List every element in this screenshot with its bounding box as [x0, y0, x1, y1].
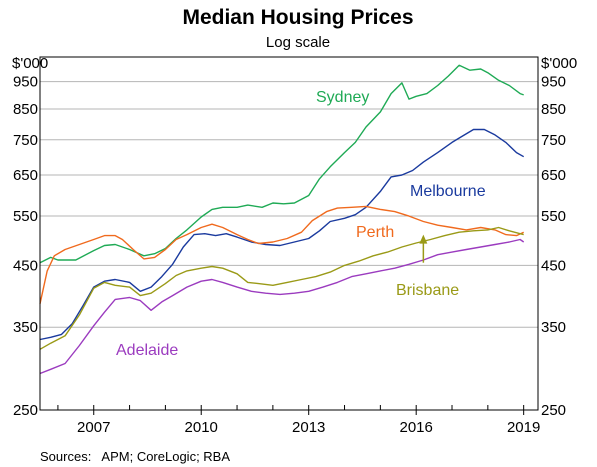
- x-axis: 2007 2010 2013 2016 2019: [57, 405, 540, 436]
- series-sydney-line: [39, 64, 524, 264]
- y-tick-left-350: 350: [13, 319, 38, 336]
- y-axis-left: 950 850 750 650 550 450 350 250: [13, 74, 38, 419]
- y-tick-right-650: 650: [541, 167, 566, 184]
- y-tick-left-750: 750: [13, 132, 38, 149]
- plot-frame: [39, 56, 539, 411]
- series-adelaide-line: [39, 238, 525, 375]
- y-tick-left-250: 250: [13, 402, 38, 419]
- label-brisbane: Brisbane: [396, 282, 459, 299]
- x-tick-2019: 2019: [507, 419, 540, 436]
- y-axis-right: 950 850 750 650 550 450 350 250: [541, 74, 566, 419]
- brisbane-arrow: [419, 234, 428, 263]
- chart-title: Median Housing Prices: [182, 6, 413, 29]
- y-tick-right-350: 350: [541, 319, 566, 336]
- x-tick-2007: 2007: [77, 419, 110, 436]
- y-tick-left-450: 450: [13, 257, 38, 274]
- gridlines: [40, 81, 538, 411]
- y-tick-left-650: 650: [13, 167, 38, 184]
- y-tick-right-550: 550: [541, 208, 566, 225]
- chart-subtitle: Log scale: [266, 34, 330, 51]
- source-note: Sources: APM; CoreLogic; RBA: [40, 449, 230, 464]
- y-tick-left-950: 950: [13, 74, 38, 91]
- y-tick-right-450: 450: [541, 257, 566, 274]
- label-adelaide: Adelaide: [116, 342, 178, 359]
- y-unit-right: $'000: [541, 55, 577, 72]
- y-tick-left-850: 850: [13, 101, 38, 118]
- y-tick-right-850: 850: [541, 101, 566, 118]
- series-perth-line: [39, 205, 524, 304]
- arrow-head: [419, 234, 428, 244]
- label-sydney: Sydney: [316, 89, 369, 106]
- x-tick-2010: 2010: [185, 419, 218, 436]
- series-lines: [39, 64, 525, 375]
- y-tick-right-750: 750: [541, 132, 566, 149]
- series-melbourne-line: [39, 128, 525, 341]
- label-perth: Perth: [356, 224, 394, 241]
- y-unit-left: $'000: [12, 55, 48, 72]
- x-tick-2016: 2016: [399, 419, 432, 436]
- series-brisbane-line: [39, 226, 524, 350]
- y-tick-right-250: 250: [541, 402, 566, 419]
- y-tick-right-950: 950: [541, 74, 566, 91]
- y-tick-left-550: 550: [13, 208, 38, 225]
- label-melbourne: Melbourne: [410, 183, 486, 200]
- x-tick-2013: 2013: [292, 419, 325, 436]
